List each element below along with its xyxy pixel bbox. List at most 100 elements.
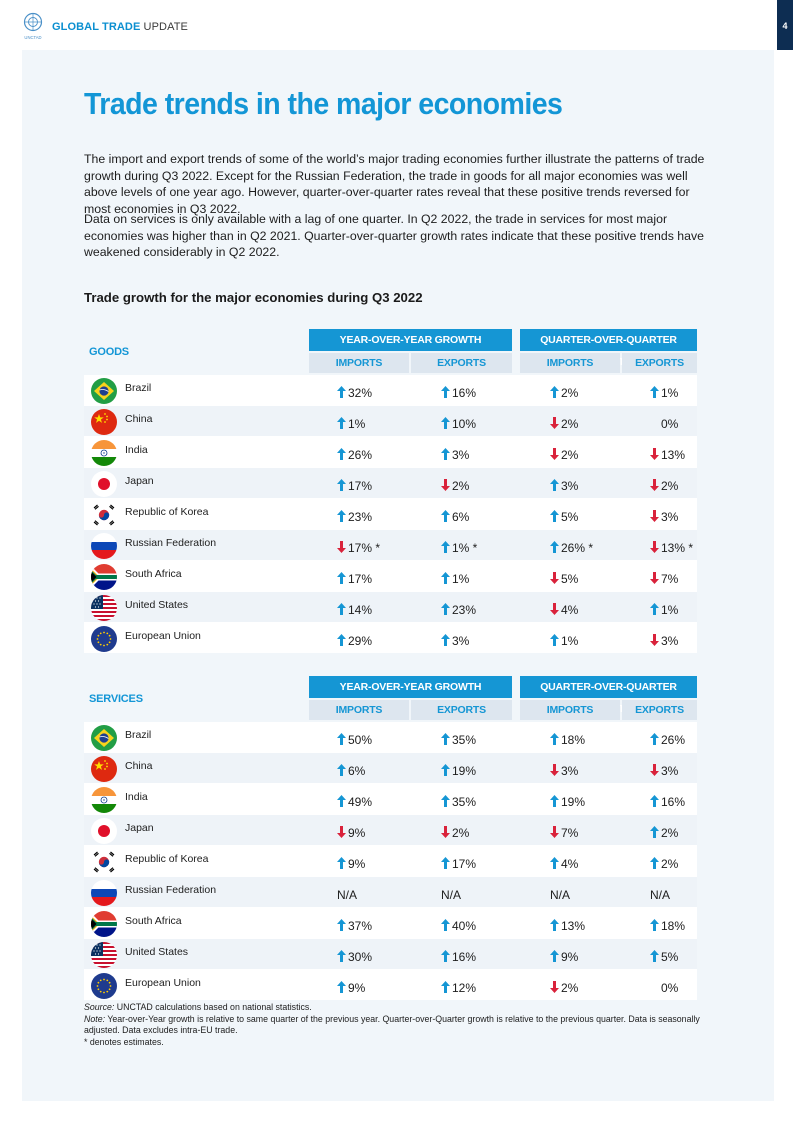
yoy-exports-cell: 2% (441, 826, 469, 840)
growth-value: 1% (661, 603, 679, 617)
yoy-exports-cell: 1% * (441, 541, 477, 555)
growth-value: 3% (452, 634, 470, 648)
growth-value: N/A (550, 888, 571, 902)
arrow-up-icon (650, 857, 659, 869)
yoy-exports-cell: 2% (441, 479, 469, 493)
eu-flag-icon (91, 973, 117, 999)
table-row: South Africa 17% 1% 5% 7% (84, 560, 697, 591)
country-name: South Africa (125, 568, 182, 580)
growth-value: 9% (561, 950, 579, 964)
growth-value: 18% (561, 733, 586, 747)
arrow-up-icon (337, 733, 346, 745)
southafrica-flag-icon (91, 564, 117, 590)
country-name: South Africa (125, 915, 182, 927)
arrow-down-icon (337, 826, 346, 838)
country-name: European Union (125, 977, 201, 989)
table-row: China 6% 19% 3% 3% (84, 752, 697, 783)
growth-value: 0% (661, 417, 679, 431)
arrow-up-icon (337, 919, 346, 931)
yoy-imports-cell: 14% (337, 603, 372, 617)
yoy-imports-cell: 23% (337, 510, 372, 524)
growth-value: 1% (348, 417, 366, 431)
growth-value: N/A (650, 888, 671, 902)
qoq-imports-cell: 2% (550, 981, 578, 995)
qoq-exports-cell: 13% * (650, 541, 693, 555)
arrow-up-icon (550, 733, 559, 745)
country-name: Russian Federation (125, 537, 217, 549)
growth-value: 35% (452, 733, 477, 747)
growth-value: 37% (348, 919, 373, 933)
arrow-down-icon (441, 479, 450, 491)
arrow-up-icon (441, 572, 450, 584)
country-name: India (125, 791, 148, 803)
growth-value: 7% (661, 572, 679, 586)
table-row: South Africa 37% 40% 13% 18% (84, 907, 697, 938)
brazil-flag-icon (91, 725, 117, 751)
growth-value: 2% (452, 826, 470, 840)
korea-flag-icon (91, 502, 117, 528)
growth-value: 40% (452, 919, 477, 933)
qoq-exports-cell: 1% (650, 603, 678, 617)
arrow-up-icon (650, 603, 659, 615)
growth-value: 16% (661, 795, 686, 809)
qoq-exports-cell: 2% (650, 857, 678, 871)
growth-value: 1% (452, 572, 470, 586)
goods-table-header: GOODS YEAR-OVER-YEAR GROWTH QUARTER-OVER… (84, 329, 697, 373)
arrow-up-icon (550, 479, 559, 491)
yoy-imports-cell: 32% (337, 386, 372, 400)
growth-value: 16% (452, 950, 477, 964)
growth-value: 19% (452, 764, 477, 778)
qoq-imports-cell: 5% (550, 572, 578, 586)
arrow-up-icon (550, 541, 559, 553)
growth-value: 49% (348, 795, 373, 809)
growth-value: N/A (337, 888, 358, 902)
qoq-header: QUARTER-OVER-QUARTER GROWTH (520, 676, 697, 715)
yoy-exports-header: EXPORTS (411, 700, 512, 720)
growth-value: 30% (348, 950, 373, 964)
growth-value: 19% (561, 795, 586, 809)
qoq-exports-cell: 3% (650, 510, 678, 524)
arrow-up-icon (441, 386, 450, 398)
arrow-up-icon (337, 448, 346, 460)
yoy-imports-cell: 9% (337, 857, 365, 871)
arrow-up-icon (550, 634, 559, 646)
growth-value: 2% (452, 479, 470, 493)
growth-value: 2% (561, 448, 579, 462)
korea-flag-icon (91, 849, 117, 875)
arrow-up-icon (337, 510, 346, 522)
yoy-exports-cell: 3% (441, 634, 469, 648)
growth-value: 13% * (661, 541, 694, 555)
qoq-exports-cell: 26% (650, 733, 685, 747)
china-flag-icon (91, 756, 117, 782)
arrow-down-icon (337, 541, 346, 553)
growth-value: 32% (348, 386, 373, 400)
arrow-up-icon (550, 857, 559, 869)
qoq-imports-header: IMPORTS (520, 353, 620, 373)
growth-value: 17% (452, 857, 477, 871)
table-title: Trade growth for the major economies dur… (84, 290, 423, 305)
qoq-imports-cell: 4% (550, 603, 578, 617)
qoq-exports-cell: 7% (650, 572, 678, 586)
yoy-imports-cell: 9% (337, 981, 365, 995)
table-row: European Union 29% 3% 1% 3% (84, 622, 697, 653)
arrow-up-icon (441, 634, 450, 646)
growth-value: 26% (348, 448, 373, 462)
growth-value: 9% (348, 857, 366, 871)
arrow-up-icon (441, 541, 450, 553)
arrow-up-icon (441, 417, 450, 429)
growth-value: 2% (661, 857, 679, 871)
country-name: China (125, 760, 153, 772)
arrow-down-icon (650, 572, 659, 584)
table-row: United States 14% 23% 4% 1% (84, 591, 697, 622)
yoy-imports-cell: 37% (337, 919, 372, 933)
qoq-exports-cell: 13% (650, 448, 685, 462)
arrow-up-icon (441, 603, 450, 615)
qoq-imports-cell: 26% * (550, 541, 593, 555)
arrow-up-icon (550, 510, 559, 522)
china-flag-icon (91, 409, 117, 435)
yoy-exports-cell: N/A (441, 888, 461, 902)
growth-value: 35% (452, 795, 477, 809)
table-row: Russian Federation 17% * 1% * 26% * 13% * (84, 529, 697, 560)
arrow-up-icon (441, 795, 450, 807)
table-row: Brazil 50% 35% 18% 26% (84, 722, 697, 752)
